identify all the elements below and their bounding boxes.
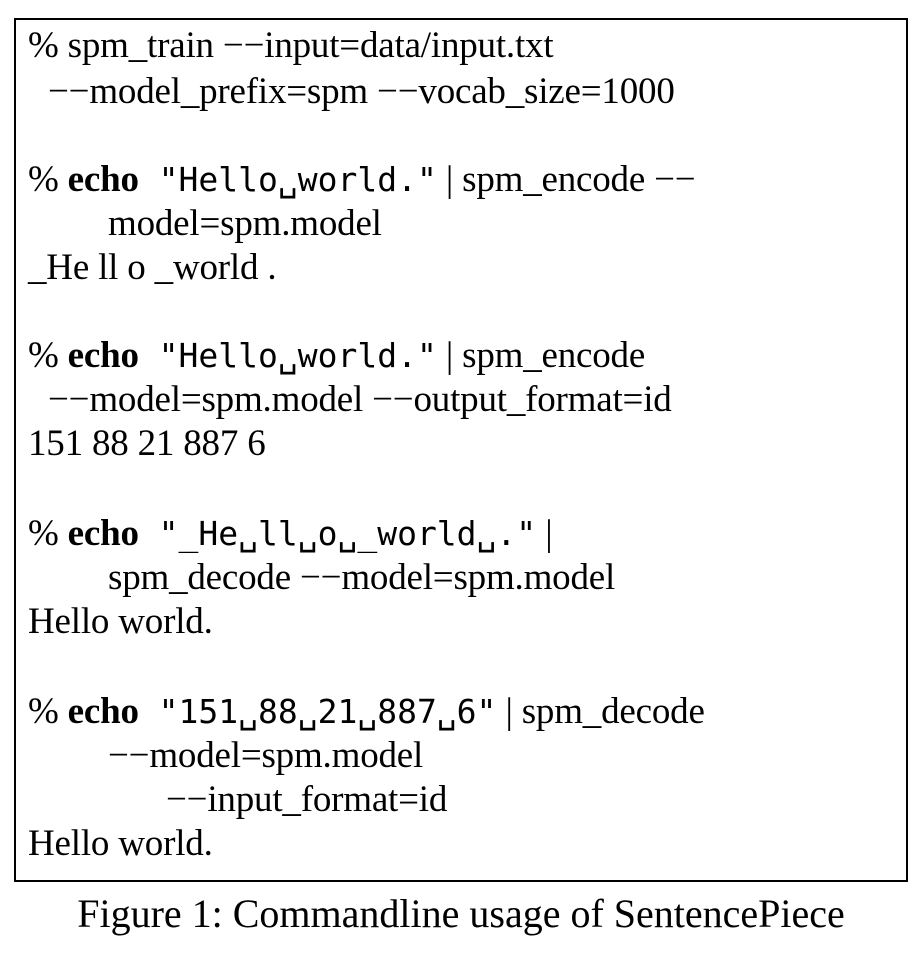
code-line-echo-encode: % echo "Hello␣world." | spm_encode −−: [28, 158, 696, 202]
pipe-command: | spm_encode: [436, 335, 646, 376]
code-line-echo-decode: % echo "_He␣ll␣o␣_world␣." |: [28, 512, 553, 556]
figure-caption: Figure 1: Commandline usage of SentenceP…: [77, 891, 845, 936]
code-line-encode-options: −−model=spm.model −−output_format=id: [48, 379, 672, 420]
code-output-ids: 151 88 21 887 6: [28, 423, 266, 464]
pipe-command: | spm_encode −−: [436, 159, 696, 200]
code-line-model-arg: model=spm.model: [108, 203, 382, 244]
pipe-command: | spm_decode: [496, 691, 705, 732]
string-literal: "Hello␣world.": [138, 160, 437, 199]
echo-command: echo: [67, 335, 139, 376]
prompt: %: [28, 513, 68, 554]
string-literal: "151␣88␣21␣887␣6": [138, 692, 497, 731]
string-literal: "_He␣ll␣o␣_world␣.": [138, 514, 537, 553]
pipe-command: |: [536, 513, 553, 554]
code-line-decode-options: spm_decode −−model=spm.model: [108, 557, 616, 598]
code-output-decoded: Hello world.: [28, 601, 213, 642]
code-figure-frame: [14, 18, 908, 882]
code-line-echo-decode-id: % echo "151␣88␣21␣887␣6" | spm_decode: [28, 690, 705, 734]
code-output-pieces: _He ll o _world .: [28, 247, 277, 288]
echo-command: echo: [67, 691, 139, 732]
code-line-input-format-arg: −−input_format=id: [166, 779, 448, 820]
prompt: %: [28, 335, 68, 376]
code-line-train-options: −−model_prefix=spm −−vocab_size=1000: [48, 71, 675, 112]
code-line-spm-train: % spm_train −−input=data/input.txt: [28, 25, 554, 66]
prompt: %: [28, 691, 68, 732]
code-line-echo-encode-id: % echo "Hello␣world." | spm_encode: [28, 334, 645, 378]
string-literal: "Hello␣world.": [138, 336, 437, 375]
code-output-decoded-from-ids: Hello world.: [28, 823, 213, 864]
echo-command: echo: [67, 513, 139, 554]
code-line-decode-model-arg: −−model=spm.model: [108, 735, 424, 776]
prompt: %: [28, 159, 68, 200]
echo-command: echo: [67, 159, 139, 200]
